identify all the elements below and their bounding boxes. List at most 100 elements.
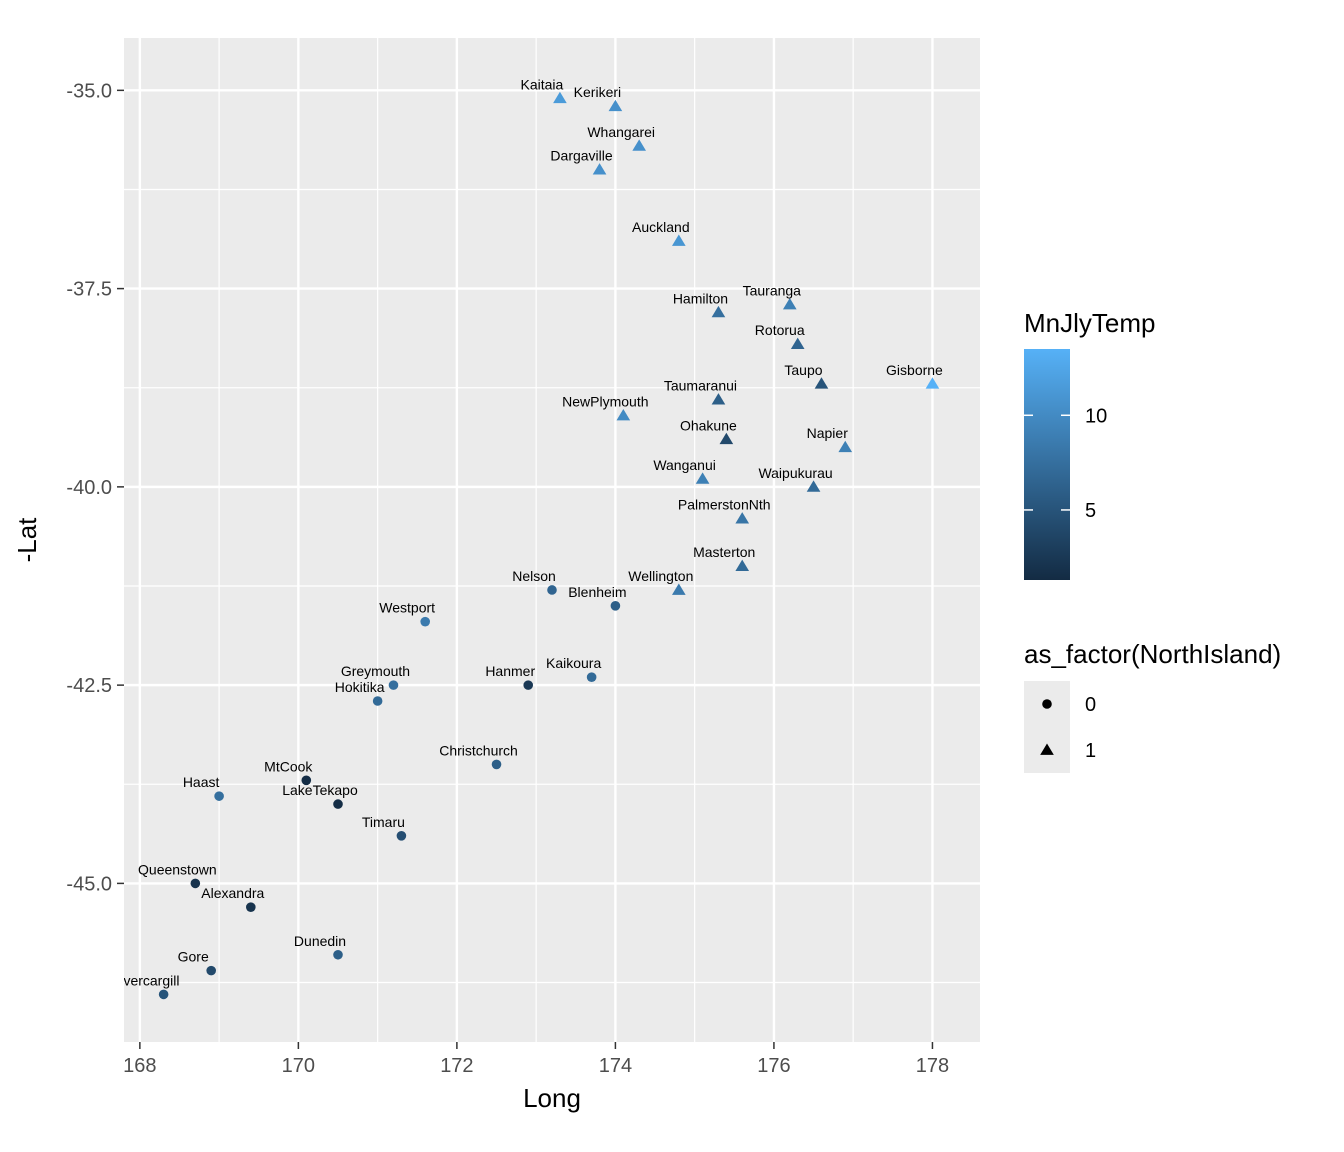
y-tick-label: -40.0 — [66, 477, 112, 499]
point-triangle — [735, 512, 750, 524]
point-circle — [214, 791, 224, 801]
point-triangle — [592, 163, 607, 175]
point-triangle — [719, 432, 734, 445]
point-label: Rotorua — [755, 322, 805, 338]
point-label: Gore — [178, 949, 209, 965]
point-label: Greymouth — [341, 663, 410, 679]
point-label: Nelson — [512, 568, 556, 584]
point-label: Masterton — [693, 544, 755, 560]
point-circle — [388, 680, 399, 690]
legend-key-label: 1 — [1085, 740, 1096, 762]
point-circle — [301, 775, 312, 786]
point-label: Queenstown — [138, 861, 217, 877]
points-layer — [158, 91, 940, 1000]
colorbar-ticks: 5 10 — [1024, 405, 1107, 522]
y-tick-label: -45.0 — [66, 873, 112, 895]
point-circle — [547, 585, 557, 595]
point-circle — [586, 672, 597, 682]
point-circle — [523, 680, 534, 690]
point-triangle — [671, 234, 686, 246]
shape-legend-title: as_factor(NorthIsland) — [1024, 639, 1281, 669]
point-label: LakeTekapo — [282, 782, 358, 798]
point-label: Waipukurau — [758, 465, 832, 481]
point-circle — [420, 616, 430, 627]
point-triangle — [632, 139, 647, 151]
colorbar-tick-label: 10 — [1085, 405, 1107, 427]
point-label: Wellington — [628, 568, 693, 584]
point-label: Alexandra — [201, 885, 264, 901]
point-label: Haast — [183, 774, 220, 790]
minor-grid — [124, 38, 980, 1042]
x-tick-label: 174 — [599, 1055, 632, 1077]
point-label: Ohakune — [680, 417, 737, 433]
color-legend: MnJlyTemp 5 10 — [1024, 308, 1155, 580]
shape-legend-keys: 01 — [1040, 694, 1096, 762]
x-tick-label: 178 — [916, 1055, 949, 1077]
plot-panel — [124, 38, 980, 1042]
point-triangle — [735, 559, 750, 572]
legend-key-label: 0 — [1085, 694, 1096, 716]
shape-legend: as_factor(NorthIsland) 01 — [1024, 639, 1281, 773]
x-axis-title: Long — [523, 1083, 581, 1113]
point-label: Invercargill — [112, 972, 180, 988]
point-triangle — [814, 377, 829, 389]
point-labels-layer: Kaitaia Kerikeri Whangarei Dargaville Auckla… — [112, 76, 943, 988]
x-tick-label: 168 — [123, 1055, 156, 1077]
point-label: Napier — [807, 425, 849, 441]
point-circle — [372, 696, 383, 706]
point-label: NewPlymouth — [562, 393, 648, 409]
y-tick-label: -37.5 — [66, 279, 112, 301]
point-triangle — [782, 297, 797, 310]
x-axis-ticks: 168 170 172 174 176 178 — [123, 1042, 949, 1077]
point-label: Hamilton — [673, 290, 728, 306]
point-label: Hanmer — [485, 663, 535, 679]
x-tick-label: 172 — [440, 1055, 473, 1077]
color-legend-title: MnJlyTemp — [1024, 308, 1155, 338]
point-triangle — [711, 305, 726, 318]
point-label: Dargaville — [550, 148, 612, 164]
point-triangle — [711, 393, 726, 405]
x-tick-label: 176 — [757, 1055, 790, 1077]
point-circle — [190, 878, 201, 889]
x-tick-label: 170 — [282, 1055, 315, 1077]
point-circle — [396, 831, 407, 841]
point-circle — [610, 601, 621, 611]
point-circle — [246, 902, 256, 912]
point-triangle — [790, 337, 805, 349]
point-label: Dunedin — [294, 933, 346, 949]
point-triangle — [806, 480, 821, 492]
point-label: Auckland — [632, 219, 690, 235]
point-label: PalmerstonNth — [678, 497, 771, 513]
major-grid — [124, 38, 980, 1042]
legend-key-circle — [1042, 699, 1052, 709]
point-label: Tauranga — [743, 282, 802, 298]
point-label: Christchurch — [439, 742, 518, 758]
colorbar-tick-label: 5 — [1085, 500, 1096, 522]
point-triangle — [616, 408, 631, 421]
point-circle — [333, 949, 343, 960]
point-label: Whangarei — [587, 124, 655, 140]
point-circle — [206, 965, 216, 976]
point-label: Taumaranui — [664, 378, 737, 394]
point-circle — [158, 989, 169, 1000]
legend-key-triangle — [1040, 743, 1054, 755]
shape-legend-keys-bg — [1024, 681, 1070, 773]
y-tick-label: -42.5 — [66, 675, 112, 697]
point-label: MtCook — [264, 758, 313, 774]
colorbar — [1024, 349, 1070, 580]
point-label: Blenheim — [568, 584, 626, 600]
point-label: Westport — [379, 600, 435, 616]
point-triangle — [553, 91, 567, 104]
point-triangle — [671, 583, 686, 595]
point-label: Kerikeri — [574, 84, 621, 100]
point-label: Timaru — [362, 814, 405, 830]
point-triangle — [925, 377, 940, 389]
point-label: Taupo — [784, 362, 822, 378]
y-axis-title: -Lat — [12, 517, 42, 563]
point-label: Wanganui — [653, 457, 716, 473]
point-circle — [491, 759, 502, 770]
point-circle — [333, 799, 343, 809]
point-triangle — [838, 440, 853, 453]
point-label: Kaikoura — [546, 655, 601, 671]
point-label: Gisborne — [886, 362, 943, 378]
